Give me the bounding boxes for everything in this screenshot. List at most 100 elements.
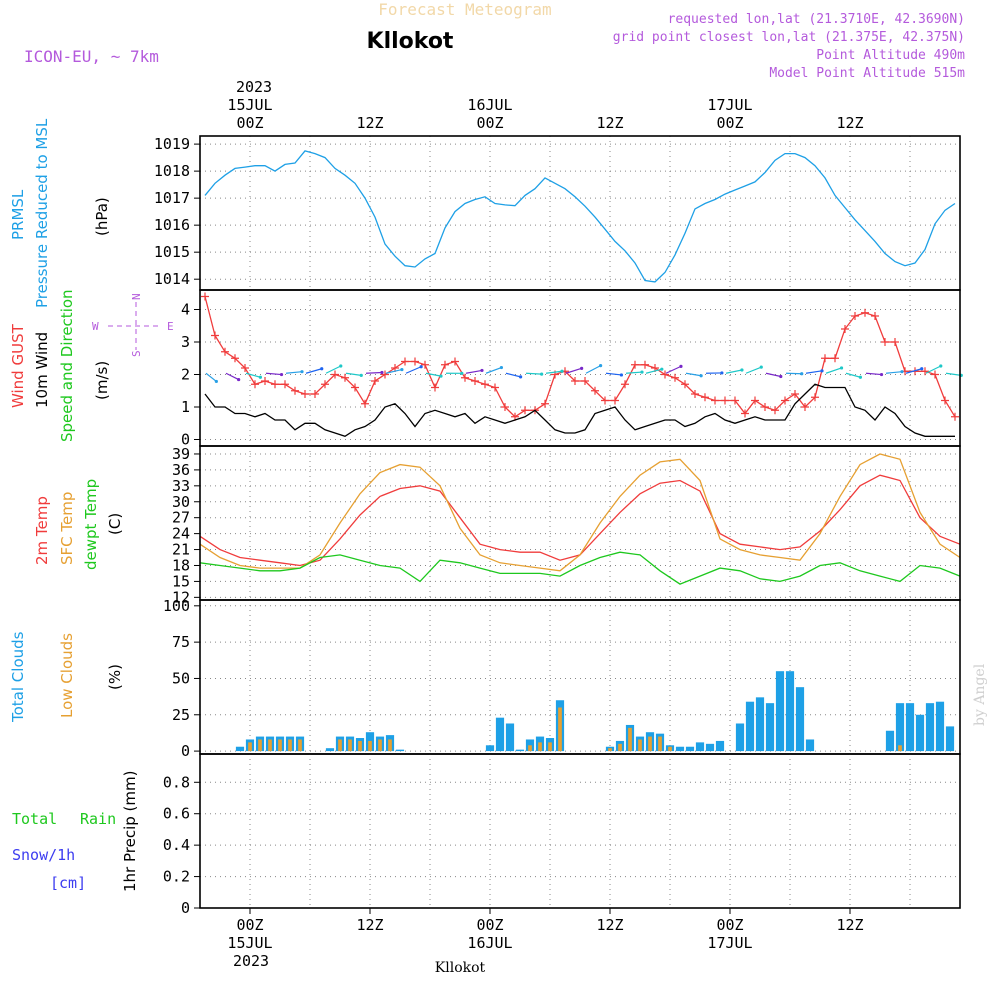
wind-direction-arrow [205,372,217,382]
wind-direction-arrow [325,365,342,374]
gust-marker [381,370,389,379]
gust-marker [871,312,879,320]
top-hour-label: 00Z [236,114,263,132]
gust-marker [491,383,499,392]
total-clouds-bar [695,742,705,752]
temperature-ytick-label: 27 [172,509,190,527]
wind-direction-arrow [925,365,942,374]
precip-ytick-label: 0.6 [163,805,190,823]
compass-s: S [130,350,143,357]
gust-marker [361,399,369,408]
bottom-hour-label: 00Z [236,916,263,934]
wind-direction-arrow [805,370,823,374]
wind-direction-arrow [485,366,502,374]
bottom-date-label: 17JUL [707,934,752,952]
temperature-ytick-label: 24 [172,525,190,543]
gust-marker [801,403,809,411]
top-date-label: 17JUL [707,96,752,114]
wind-direction-arrow [745,366,762,374]
gust-marker [631,360,639,369]
precip-panel: 0 0.2 0.4 0.6 0.8 [163,753,961,917]
total-clouds-bar [705,743,715,752]
gust-marker [281,380,289,389]
gust-marker [781,396,789,405]
wind-direction-arrowhead [460,371,464,375]
gust-marker [411,357,419,366]
total-clouds-bar [755,697,765,752]
gust-marker [761,403,769,411]
top-date-label: 16JUL [467,96,512,114]
clouds-ytick-label: 75 [172,633,190,651]
gust-marker [351,383,359,392]
precip-ytick-label: 0 [181,899,190,917]
top-year-label: 2023 [236,78,272,96]
wind-direction-arrow [825,367,842,374]
pressure-ytick-label: 1015 [154,243,190,261]
gust-marker [211,331,219,340]
wind-ytick-label: 4 [181,301,190,319]
wind-direction-arrowhead [920,367,924,371]
gust-marker [471,377,479,385]
wind-direction-arrowhead [720,371,724,375]
temperature-panel-labels: 2m Temp SFC Temp dewpt Temp (C) [33,479,124,570]
pressure-ytick-label: 1014 [154,270,190,288]
wind-direction-arrow [645,368,662,374]
wind-direction-arrowhead [560,369,564,373]
wind-series-line [204,383,955,438]
wind-direction-arrowhead [237,377,241,382]
low-clouds-bar [338,739,342,752]
wind-direction-arrowhead [439,374,443,378]
total-clouds-bar [775,671,785,752]
total-clouds-bar [765,703,775,752]
gust-marker [461,373,469,382]
low-clouds-bar [628,727,632,752]
pressure-label-prmsl: PRMSL [9,189,27,240]
gust-marker [201,292,209,301]
wind-direction-arrow [425,372,442,377]
gust-marker [941,396,949,405]
total-clouds-bar [525,739,535,752]
wind-series-line [204,296,956,418]
gust-marker [571,377,579,385]
low-clouds-bar [378,739,382,752]
low-clouds-bar [648,736,652,752]
gust-marker [341,373,349,382]
gust-marker [251,380,259,389]
wind-direction-arrow [945,372,962,376]
total-clouds-bar [945,726,955,752]
wind-label-gust: Wind GUST [9,323,27,408]
temp-label-2m: 2m Temp [33,496,51,565]
gust-marker [591,386,599,395]
bottom-time-axis: 00Z 12Z 00Z 12Z 00Z 12Z 15JUL 16JUL 17JUL [227,908,864,952]
gust-marker [261,377,269,385]
wind-direction-arrowhead [779,374,783,379]
clouds-label-total: Total Clouds [9,631,27,723]
wind-direction-arrowhead [320,367,324,371]
pressure-label-msl: Pressure Reduced to MSL [33,118,51,308]
gust-marker [641,360,649,369]
wind-direction-arrow [505,372,521,378]
total-clouds-bar [795,687,805,752]
gust-marker [601,396,609,405]
wind-direction-arrowhead [699,374,703,378]
pressure-unit: (hPa) [93,197,111,236]
wind-direction-arrowhead [380,370,384,375]
gust-marker [581,377,589,385]
clouds-ytick-label: 50 [172,669,190,687]
bottom-hour-label: 12Z [596,916,623,934]
temperature-ytick-label: 36 [172,461,190,479]
pressure-panel-labels: PRMSL Pressure Reduced to MSL (hPa) [9,118,111,308]
gust-marker [821,354,829,363]
low-clouds-bar [248,742,252,752]
wind-direction-arrowhead [339,364,343,368]
temperature-ytick-label: 12 [172,588,190,606]
wind-direction-arrow [565,367,582,374]
precip-ytick-label: 0.4 [163,836,190,854]
gust-marker [671,373,679,382]
gust-marker [741,409,749,418]
gust-marker [921,367,929,376]
wind-direction-arrowhead [499,365,504,370]
gust-marker [791,390,799,398]
low-clouds-bar [348,739,352,752]
wind-direction-arrowhead [800,372,804,376]
